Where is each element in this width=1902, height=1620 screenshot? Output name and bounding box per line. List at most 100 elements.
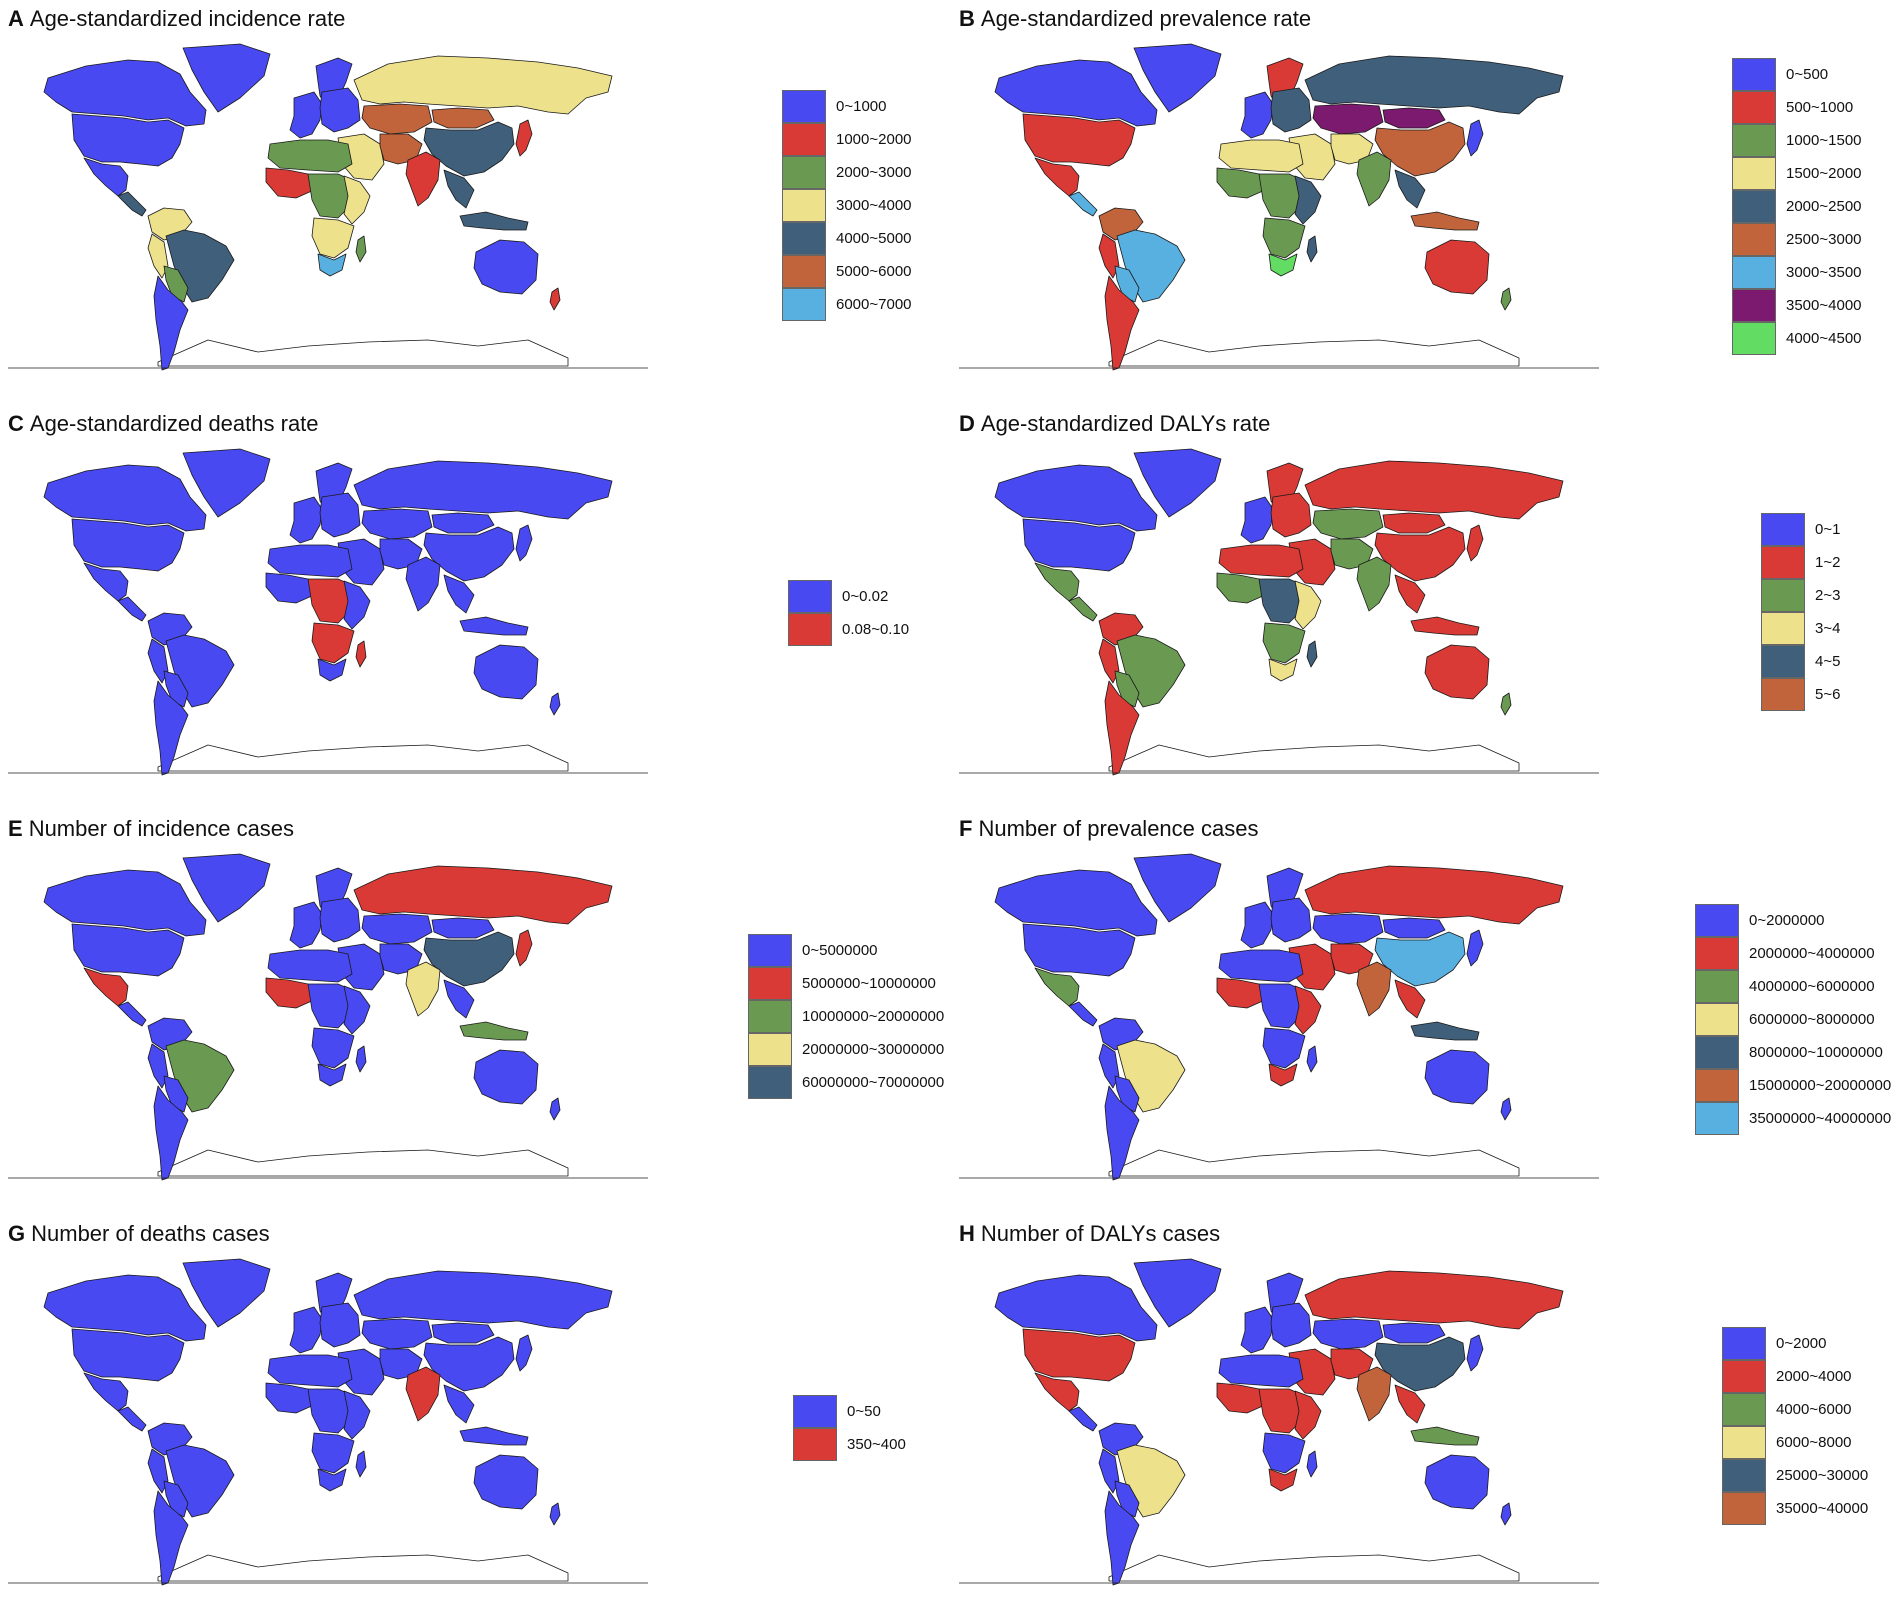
region-bolivia-paraguay [163, 670, 189, 708]
legend-label: 3000~3500 [1786, 264, 1862, 281]
region-argentina-chile [1104, 680, 1140, 776]
region-madagascar [1306, 1045, 1318, 1073]
region-bolivia-paraguay [163, 265, 189, 303]
legend-label: 3500~4000 [1786, 297, 1862, 314]
region-greenland [1133, 43, 1222, 113]
legend-label: 350~400 [847, 1436, 906, 1453]
legend-item: 3000~3500 [1732, 256, 1862, 289]
legend-item: 5000~6000 [782, 255, 912, 288]
region-southern-africa [311, 1027, 355, 1069]
legend-swatch [788, 613, 832, 646]
legend-label: 500~1000 [1786, 99, 1854, 116]
legend-item: 60000000~70000000 [748, 1066, 944, 1099]
legend-label: 6000~8000 [1776, 1434, 1852, 1451]
legend-item: 500~1000 [1732, 91, 1862, 124]
legend-label: 0~5000000 [802, 942, 878, 959]
region-eastern-europe [1270, 897, 1312, 943]
region-south-africa [1268, 253, 1298, 277]
region-canada [994, 869, 1158, 937]
region-iran-afghan [1330, 538, 1374, 570]
region-southeast-asia [443, 979, 475, 1019]
region-madagascar [1306, 235, 1318, 263]
region-southeast-asia [443, 169, 475, 209]
legend-label: 25000~30000 [1776, 1467, 1869, 1484]
region-southeast-asia [443, 574, 475, 614]
region-australia [473, 239, 539, 295]
legend-item: 2000000~4000000 [1695, 937, 1891, 970]
region-peru [147, 1448, 169, 1494]
region-central-america [117, 1406, 147, 1432]
region-eastern-europe [319, 897, 361, 943]
region-bolivia-paraguay [1114, 1480, 1140, 1518]
region-south-africa [317, 1063, 347, 1087]
region-west-africa [265, 977, 315, 1009]
region-east-africa [1294, 580, 1322, 630]
legend-label: 1000~2000 [836, 131, 912, 148]
region-china [1374, 121, 1466, 177]
region-usa [71, 1328, 185, 1382]
legend-swatch [1732, 322, 1776, 355]
legend-swatch [1761, 678, 1805, 711]
legend-swatch [782, 123, 826, 156]
panel-title-text: Number of prevalence cases [978, 816, 1259, 841]
panel-letter: D [959, 411, 975, 436]
region-antarctica [157, 1149, 569, 1177]
region-north-africa [1218, 1354, 1304, 1388]
legend-item: 20000000~30000000 [748, 1033, 944, 1066]
region-iran-afghan [379, 1348, 423, 1380]
region-iran-afghan [1330, 943, 1374, 975]
region-peru [1098, 1448, 1120, 1494]
legend: 0~50 350~400 [793, 1395, 906, 1461]
legend-label: 2000000~4000000 [1749, 945, 1875, 962]
legend-swatch [1761, 612, 1805, 645]
region-greenland [182, 43, 271, 113]
region-kazakhstan [361, 913, 433, 945]
region-east-africa [1294, 175, 1322, 225]
region-peru [147, 1043, 169, 1089]
region-china [1374, 526, 1466, 582]
region-east-africa [343, 1390, 371, 1440]
legend-swatch [1722, 1360, 1766, 1393]
legend-item: 0~1000 [782, 90, 912, 123]
region-china [1374, 931, 1466, 987]
legend-swatch [1722, 1327, 1766, 1360]
legend-label: 2000~2500 [1786, 198, 1862, 215]
legend-swatch [1761, 645, 1805, 678]
region-indonesia [1410, 1426, 1480, 1446]
legend-swatch [1722, 1393, 1766, 1426]
legend-swatch [793, 1395, 837, 1428]
region-west-africa [1216, 1382, 1266, 1414]
region-southern-africa [311, 622, 355, 664]
region-canada [994, 464, 1158, 532]
region-mongolia [1382, 107, 1446, 129]
region-new-zealand [549, 692, 561, 716]
region-india [1356, 961, 1392, 1017]
region-eastern-europe [319, 87, 361, 133]
panel-letter: C [8, 411, 24, 436]
region-india [1356, 556, 1392, 612]
world-map [8, 1258, 648, 1586]
region-new-zealand [1500, 1502, 1512, 1526]
region-central-america [1068, 596, 1098, 622]
legend-swatch [793, 1428, 837, 1461]
panel-title: D Age-standardized DALYs rate [959, 411, 1270, 437]
region-south-africa [1268, 658, 1298, 682]
legend-item: 0~50 [793, 1395, 906, 1428]
region-greenland [182, 1258, 271, 1328]
legend-swatch [748, 1000, 792, 1033]
region-indonesia [1410, 211, 1480, 231]
legend-swatch [1695, 1003, 1739, 1036]
region-western-europe [289, 901, 323, 949]
region-west-africa [1216, 167, 1266, 199]
panel-g: G Number of deaths cases 0~50 350~400 [0, 1215, 951, 1620]
panel-title-text: Age-standardized DALYs rate [980, 411, 1271, 436]
region-iran-afghan [379, 538, 423, 570]
legend-swatch [782, 156, 826, 189]
region-antarctica [1108, 1554, 1520, 1582]
region-mongolia [1382, 512, 1446, 534]
region-western-europe [1240, 1306, 1274, 1354]
region-east-africa [1294, 985, 1322, 1035]
legend-label: 10000000~20000000 [802, 1008, 945, 1025]
panel-title: B Age-standardized prevalence rate [959, 6, 1311, 32]
region-canada [994, 59, 1158, 127]
